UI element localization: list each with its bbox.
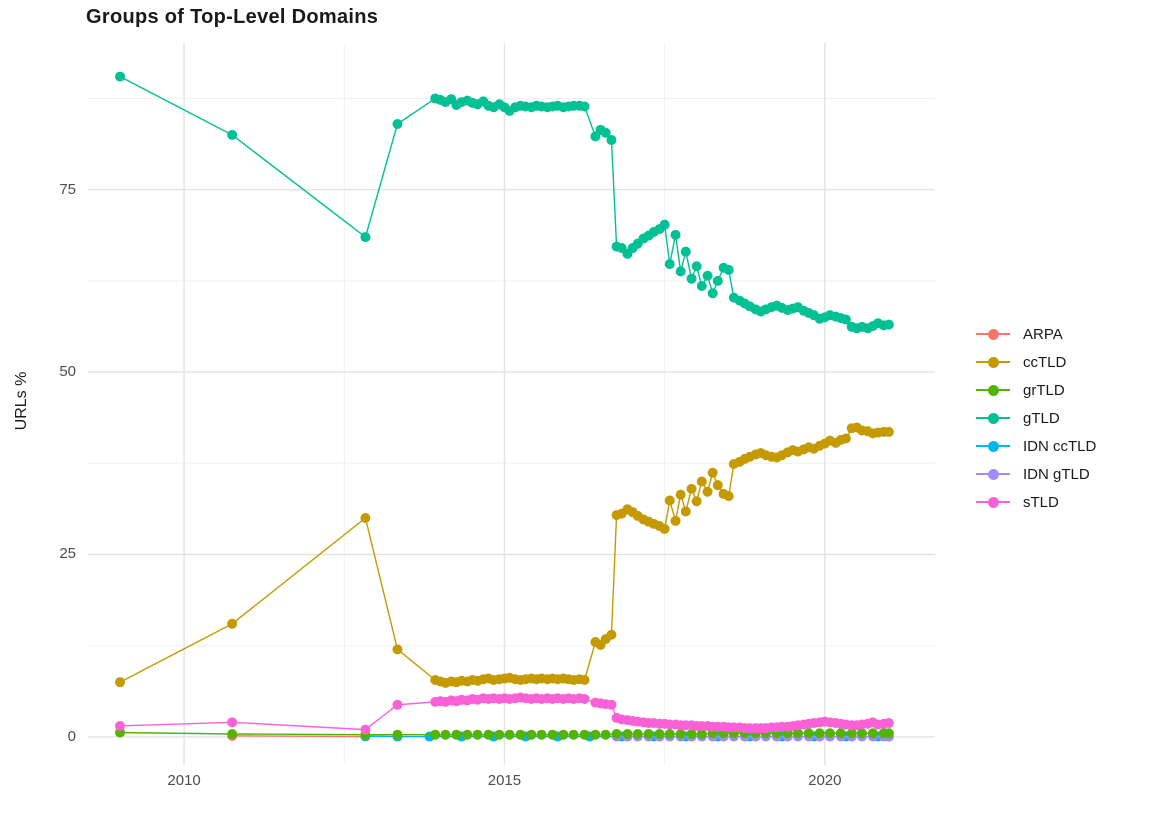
legend-item-gtld: gTLD xyxy=(976,404,1096,432)
y-tick-label: 25 xyxy=(59,545,76,563)
legend-label: IDN ccTLD xyxy=(1023,437,1097,455)
y-tick-label: 50 xyxy=(59,363,76,381)
legend-key-swatch xyxy=(976,384,1010,396)
chart-title: Groups of Top-Level Domains xyxy=(86,6,379,28)
y-tick-label: 0 xyxy=(67,727,76,745)
legend-item-idn-cctld: IDN ccTLD xyxy=(976,432,1096,460)
legend-key-swatch xyxy=(976,468,1010,480)
legend-label: ccTLD xyxy=(1023,353,1067,371)
legend-label: grTLD xyxy=(1023,381,1065,399)
legend-label: gTLD xyxy=(1023,409,1060,427)
legend-key-swatch xyxy=(976,328,1010,340)
legend-key-swatch xyxy=(976,440,1010,452)
legend: ARPA ccTLD grTLD gTLD IDN ccTLD IDN gTLD… xyxy=(976,320,1096,516)
legend-label: sTLD xyxy=(1023,493,1059,511)
x-tick-label: 2010 xyxy=(167,772,201,789)
x-tick-label: 2015 xyxy=(487,772,522,789)
legend-label: ARPA xyxy=(1023,325,1063,343)
legend-item-grtld: grTLD xyxy=(976,376,1096,404)
legend-item-cctld: ccTLD xyxy=(976,348,1096,376)
legend-item-arpa: ARPA xyxy=(976,320,1096,348)
legend-key-swatch xyxy=(976,356,1010,368)
y-tick-label: 75 xyxy=(59,180,76,198)
x-tick-label: 2020 xyxy=(808,772,842,789)
legend-key-swatch xyxy=(976,412,1010,424)
legend-label: IDN gTLD xyxy=(1023,465,1090,483)
legend-key-swatch xyxy=(976,496,1010,508)
legend-item-stld: sTLD xyxy=(976,488,1096,516)
legend-item-idn-gtld: IDN gTLD xyxy=(976,460,1096,488)
